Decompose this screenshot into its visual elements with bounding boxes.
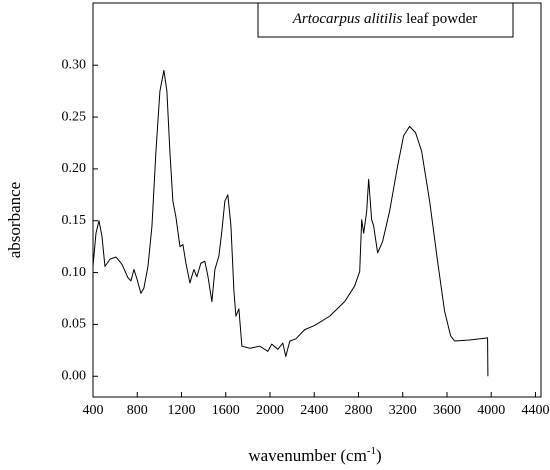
y-tick-label: 0.20 <box>62 161 87 176</box>
x-axis-label: wavenumber (cm-1) <box>248 445 381 465</box>
x-tick-label: 3200 <box>389 403 417 418</box>
x-tick-label: 2800 <box>344 403 372 418</box>
x-tick-label: 4000 <box>477 403 505 418</box>
x-tick-label: 3600 <box>433 403 461 418</box>
y-tick-label: 0.15 <box>62 213 87 228</box>
y-tick-label: 0.25 <box>62 109 87 124</box>
y-tick-label: 0.30 <box>62 57 87 72</box>
x-tick-label: 2400 <box>300 403 328 418</box>
x-tick-label: 1600 <box>212 403 240 418</box>
x-tick-label: 800 <box>127 403 148 418</box>
y-tick-label: 0.10 <box>62 265 87 280</box>
spectrum-line <box>92 69 489 377</box>
y-tick-label: 0.05 <box>62 317 87 332</box>
chart-title: Artocarpus alitilis leaf powder <box>292 11 478 27</box>
x-label-suffix: ) <box>376 446 382 465</box>
legend-box <box>257 2 514 38</box>
y-axis-label: absorbance <box>5 182 24 258</box>
x-tick-label: 4400 <box>521 403 549 418</box>
x-tick-label: 2000 <box>256 403 284 418</box>
title-species: Artocarpus alitilis <box>292 11 403 27</box>
title-rest: leaf powder <box>406 11 477 27</box>
x-tick-label: 400 <box>83 403 104 418</box>
plot-frame <box>92 2 542 398</box>
y-tick-label: 0.00 <box>62 368 87 383</box>
x-tick-label: 1200 <box>167 403 195 418</box>
x-label-text: wavenumber (cm <box>248 446 366 465</box>
x-label-superscript: -1 <box>367 445 376 457</box>
